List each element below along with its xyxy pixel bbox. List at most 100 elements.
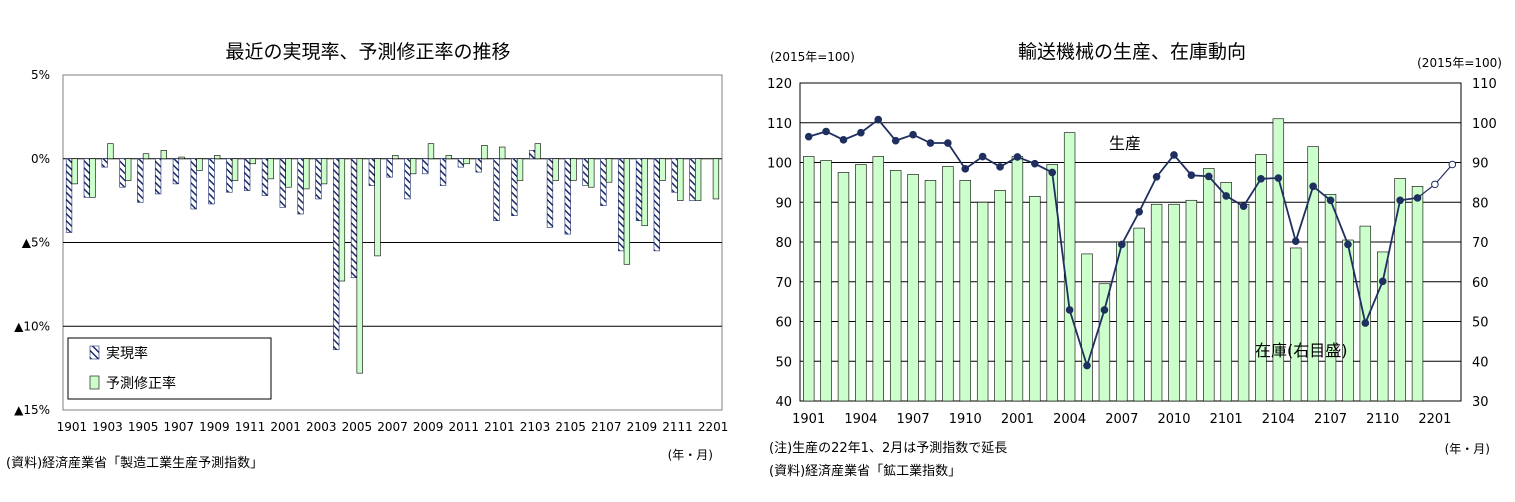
forecast-revision-bar (320, 158, 328, 185)
realization-rate-bar (315, 158, 322, 200)
inventory-bar (1394, 178, 1406, 402)
inventory-bar (1046, 164, 1058, 402)
left-x-tick-label: 1903 (92, 420, 123, 434)
right-chart: 輸送機械の生産、在庫動向 (2015年=100) (2015年=100) 40 5… (767, 41, 1502, 479)
right-chart-right-tick-label: 90 (1472, 157, 1489, 172)
right-chart-left-tick-label: 50 (775, 355, 792, 370)
production-point (1170, 151, 1178, 159)
realization-rate-bar (172, 158, 180, 185)
left-x-tick-label: 2111 (662, 420, 693, 434)
realization-rate-bar (226, 158, 233, 193)
forecast-revision-bar (570, 158, 577, 181)
right-chart-left-tick-label: 120 (767, 77, 792, 92)
realization-rate-bar (653, 158, 660, 252)
legend-label-realization: 実現率 (106, 345, 148, 362)
right-chart-right-tick-label: 100 (1472, 117, 1497, 132)
left-x-tick-label: 2011 (448, 420, 479, 434)
production-point (1065, 306, 1074, 314)
inventory-bar (820, 160, 832, 402)
right-chart-right-tick-label: 50 (1472, 316, 1489, 331)
realization-rate-bar (297, 158, 304, 215)
inventory-bar (1255, 154, 1267, 402)
realization-rate-bar (511, 158, 518, 217)
left-unit-note: (年・月) (668, 448, 713, 462)
inventory-bar (994, 190, 1006, 402)
production-point (1274, 174, 1283, 182)
forecast-revision-bar (552, 158, 559, 181)
production-point (1135, 207, 1143, 216)
forecast-revision-bar (303, 158, 310, 190)
right-chart-left-tick-label: 70 (775, 276, 792, 291)
realization-rate-bar (689, 158, 696, 201)
production-point (1013, 153, 1022, 161)
right-right-axis-unit: (2015年=100) (1417, 56, 1502, 70)
left-x-tick-labels: 1901 1903 1905 1907 1909 1911 2001 2003 2005 2007… (57, 420, 729, 434)
forecast-revision-bar (392, 155, 399, 160)
forecast-revision-bar (534, 143, 541, 160)
forecast-revision-bar (231, 158, 239, 181)
inventory-bar (889, 170, 902, 402)
inventory-bar (1272, 118, 1285, 402)
inventory-bar (1359, 225, 1372, 402)
right-x-tick-label: 2004 (1053, 412, 1086, 427)
inventory-bar (1237, 203, 1250, 402)
realization-rate-bar (279, 158, 286, 208)
left-chart: 最近の実現率、予測修正率の推移 5% 0% ▲5% ▲10% ▲15% 1901 1903… (6, 41, 728, 471)
right-x-tick-label: 2201 (1418, 412, 1451, 427)
forecast-revision-bar (481, 145, 488, 160)
right-chart-right-tick-label: 110 (1472, 77, 1497, 92)
right-chart-left-tick-label: 80 (775, 236, 792, 251)
inventory-bar (1307, 146, 1319, 402)
left-x-tick-label: 1905 (128, 420, 159, 434)
realization-rate-bar (439, 158, 447, 186)
realization-rate-bar (65, 158, 73, 233)
right-chart-left-tick-label: 110 (767, 117, 792, 132)
inventory-bar (959, 180, 971, 402)
forecast-revision-bar (694, 158, 702, 201)
forecast-revision-bar (338, 158, 346, 282)
right-x-tick-label: 1901 (792, 412, 825, 427)
left-x-tick-label: 1907 (163, 420, 194, 434)
realization-rate-bar (493, 158, 500, 222)
realization-rate-bar (190, 158, 197, 210)
right-x-tick-labels: 1901 1904 1907 1910 2001 2004 2007 2010 2101 2104… (792, 412, 1451, 427)
production-point (1344, 240, 1352, 249)
production-point (1291, 237, 1300, 246)
production-point (1118, 240, 1126, 249)
left-x-tick-label: 2003 (306, 420, 337, 434)
left-y-tick-label: ▲15% (14, 403, 50, 417)
realization-rate-bar (137, 158, 144, 203)
inventory-label: 在庫(右目盛) (1255, 341, 1348, 360)
inventory-bar (1203, 168, 1215, 402)
forecast-revision-bar (677, 158, 684, 201)
inventory-bar (1150, 203, 1163, 402)
right-chart-right-tick-label: 30 (1472, 395, 1489, 410)
left-x-tick-label: 2101 (484, 420, 515, 434)
production-point (1361, 319, 1370, 327)
production-point (1031, 159, 1039, 168)
forecast-revision-bar (659, 158, 666, 181)
production-point (857, 128, 865, 137)
inventory-bar (942, 166, 954, 402)
production-point (1239, 202, 1248, 211)
left-source-note: (資料)経済産業省「製造工業生産予測指数」 (6, 455, 263, 471)
left-x-tick-label: 1911 (235, 420, 266, 434)
forecast-revision-bar (89, 158, 96, 198)
realization-rate-bar (261, 158, 269, 196)
inventory-bar (1133, 227, 1145, 402)
production-point (1309, 182, 1317, 191)
right-unit-note: (年・月) (1445, 442, 1490, 456)
inventory-bar (907, 174, 919, 402)
production-label: 生産 (1109, 134, 1141, 153)
inventory-bar (1081, 253, 1093, 402)
left-x-tick-label: 2105 (555, 420, 586, 434)
right-footnote: (注)生産の22年1、2月は予測指数で延長 (769, 440, 1007, 456)
left-x-tick-label: 1909 (199, 420, 230, 434)
forecast-revision-bar (445, 155, 452, 160)
inventory-bars (803, 118, 1424, 402)
production-line (804, 115, 1457, 370)
inventory-bar (976, 201, 989, 402)
right-left-axis-unit: (2015年=100) (770, 50, 855, 64)
forecast-revision-bar (178, 156, 185, 160)
forecast-revision-bar (107, 143, 114, 160)
